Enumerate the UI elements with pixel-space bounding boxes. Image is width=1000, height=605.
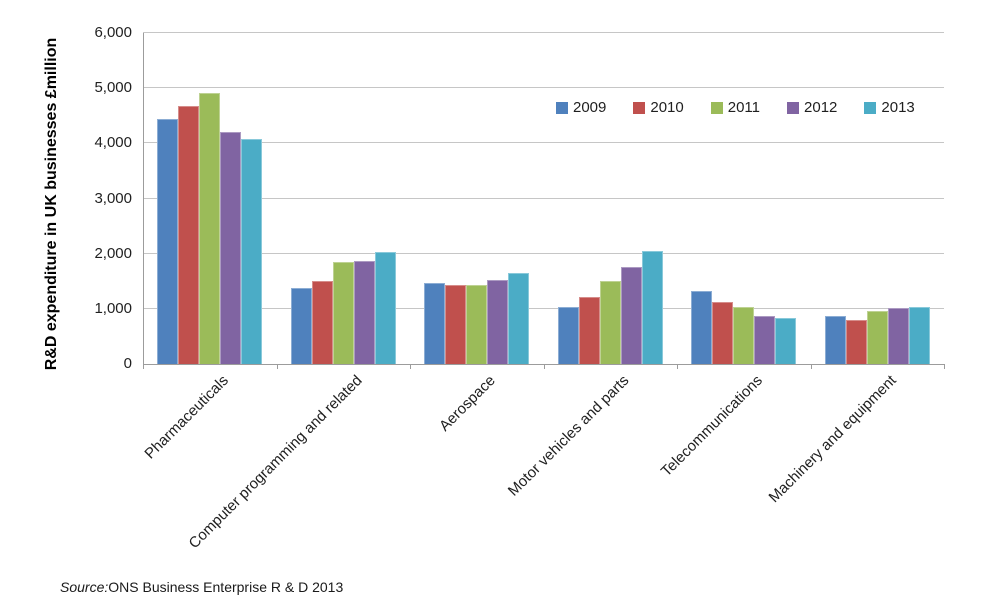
bar-2011-machinery-and-equipment: [866, 311, 888, 364]
x-axis-label-telecommunications: Telecommunications: [657, 372, 766, 481]
gridline: [143, 252, 944, 254]
bar-2009-motor-vehicles-and-parts: [557, 307, 579, 364]
bar-2012-computer-programming-and-related: [353, 260, 375, 364]
legend-label: 2010: [650, 99, 684, 116]
x-axis-tick: [143, 365, 144, 369]
source-note-text: ONS Business Enterprise R & D 2013: [108, 579, 344, 595]
y-axis-tick-label: 0: [123, 355, 132, 372]
source-note: Source:ONS Business Enterprise R & D 201…: [60, 579, 343, 595]
y-axis-tick-label: 3,000: [94, 189, 132, 207]
bar-2013-machinery-and-equipment: [908, 307, 930, 364]
legend-swatch-icon: [710, 101, 723, 114]
bar-2011-computer-programming-and-related: [332, 261, 354, 364]
bar-2013-computer-programming-and-related: [374, 252, 396, 364]
bar-2013-pharmaceuticals: [241, 138, 263, 364]
bar-2009-machinery-and-equipment: [824, 316, 846, 364]
legend-item-2012: 2012: [787, 99, 837, 116]
bar-2010-telecommunications: [712, 302, 734, 364]
bar-2012-machinery-and-equipment: [887, 307, 909, 364]
x-axis-tick: [944, 365, 945, 369]
legend: 2009 2010 2011 2012 2013: [556, 99, 915, 116]
x-axis-label-aerospace: Aerospace: [436, 372, 499, 435]
gridline: [143, 87, 944, 89]
legend-label: 2013: [881, 99, 915, 116]
legend-label: 2012: [804, 99, 838, 116]
x-axis-label-pharmaceuticals: Pharmaceuticals: [141, 372, 232, 463]
gridline: [143, 32, 944, 33]
legend-item-2011: 2011: [710, 99, 761, 116]
bar-2009-telecommunications: [691, 291, 713, 364]
source-note-prefix: Source:: [60, 579, 109, 595]
bar-2010-aerospace: [445, 284, 467, 364]
x-axis-tick: [810, 365, 812, 369]
x-axis-tick: [543, 365, 545, 369]
x-axis-tick: [410, 365, 411, 369]
bar-2012-pharmaceuticals: [220, 132, 242, 364]
bar-2010-computer-programming-and-related: [311, 280, 333, 364]
bar-2010-motor-vehicles-and-parts: [578, 296, 600, 364]
legend-item-2010: 2010: [633, 99, 684, 116]
y-axis-tick-label: 6,000: [94, 24, 132, 41]
x-axis-label-machinery-and-equipment: Machinery and equipment: [765, 372, 900, 507]
bar-2011-pharmaceuticals: [199, 92, 221, 364]
y-axis-tick-label: 4,000: [94, 134, 132, 152]
x-axis-line: [143, 364, 945, 365]
bar-2010-pharmaceuticals: [178, 106, 200, 364]
legend-swatch-icon: [633, 101, 646, 114]
legend-label: 2011: [727, 99, 761, 116]
gridline: [143, 307, 944, 309]
y-axis-tick-label: 2,000: [94, 244, 132, 262]
bar-2009-pharmaceuticals: [157, 119, 179, 364]
bar-2013-aerospace: [508, 272, 530, 364]
legend-swatch-icon: [556, 101, 568, 114]
bar-2013-motor-vehicles-and-parts: [641, 250, 663, 364]
y-axis-tick-label: 1,000: [94, 299, 132, 317]
x-axis-tick: [677, 365, 678, 369]
x-axis-label-motor-vehicles-and-parts: Motor vehicles and parts: [504, 372, 633, 500]
legend-label: 2009: [573, 99, 607, 116]
bar-2012-aerospace: [487, 279, 509, 364]
legend-swatch-icon: [864, 101, 877, 114]
legend-item-2013: 2013: [864, 99, 915, 116]
bar-2012-motor-vehicles-and-parts: [620, 266, 642, 364]
bar-2011-aerospace: [466, 284, 488, 364]
bar-2010-machinery-and-equipment: [845, 319, 867, 364]
bar-2009-aerospace: [424, 282, 446, 364]
bar-2013-telecommunications: [775, 318, 797, 364]
bar-2012-telecommunications: [754, 316, 776, 364]
gridline: [143, 142, 944, 144]
y-axis-line: [143, 33, 144, 364]
y-axis-tick-label: 5,000: [94, 79, 132, 97]
bar-2011-motor-vehicles-and-parts: [599, 280, 621, 364]
legend-item-2009: 2009: [556, 99, 606, 116]
y-axis-title-text: R&D expenditure in UK businesses £millio…: [43, 37, 60, 371]
gridline: [143, 197, 944, 199]
bar-2009-computer-programming-and-related: [290, 287, 312, 364]
x-axis-tick: [276, 365, 278, 369]
bar-2011-telecommunications: [733, 306, 755, 364]
plot-area: [143, 32, 944, 364]
legend-swatch-icon: [787, 101, 800, 114]
